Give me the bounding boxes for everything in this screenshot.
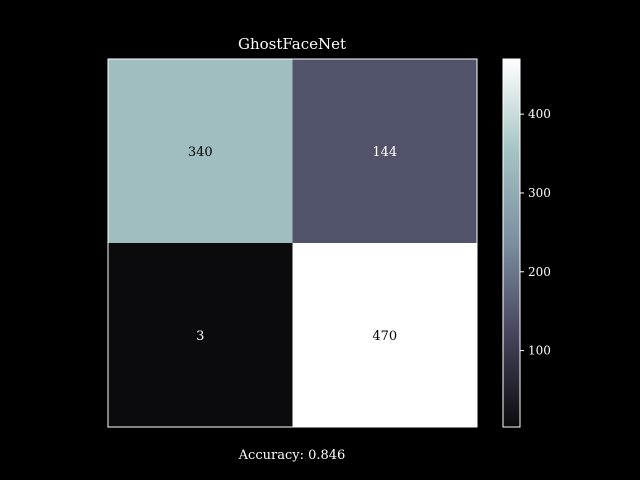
colorbar	[502, 58, 521, 428]
colorbar-tick-label: 400	[528, 107, 551, 121]
heatmap-cell-r1-c0	[108, 243, 293, 427]
chart-title: GhostFaceNet	[238, 35, 346, 53]
heatmap-cell-r0-c0	[108, 59, 293, 243]
cell-value-label: 3	[196, 329, 204, 344]
cell-value-label: 470	[372, 329, 397, 344]
heatmap-cells: 340 144 3 470	[108, 59, 477, 427]
colorbar-tick-label: 300	[528, 186, 551, 200]
cell-value-label: 340	[188, 145, 213, 160]
colorbar-ticks: 100 200 300 400	[520, 107, 551, 358]
cell-value-label: 144	[372, 145, 397, 160]
heatmap-cell-r1-c1	[292, 243, 477, 427]
colorbar-tick-label: 100	[528, 344, 551, 358]
heatmap-frame	[107, 58, 478, 428]
colorbar-tick-label: 200	[528, 265, 551, 279]
heatmap-cell-r0-c1	[292, 59, 477, 243]
accuracy-label: Accuracy: 0.846	[238, 448, 346, 463]
